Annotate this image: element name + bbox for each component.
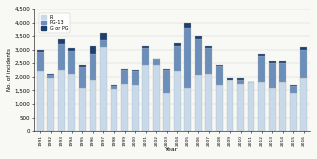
Bar	[142, 46, 149, 48]
Bar	[184, 23, 191, 28]
Bar	[68, 51, 75, 74]
Bar	[68, 48, 75, 51]
Bar	[269, 61, 275, 63]
Bar	[47, 75, 54, 78]
Bar	[163, 69, 170, 70]
Bar	[279, 61, 286, 63]
X-axis label: Year: Year	[165, 147, 179, 152]
Bar	[216, 65, 223, 66]
Bar	[258, 54, 265, 56]
Bar	[142, 65, 149, 131]
Bar	[184, 88, 191, 131]
Bar	[279, 63, 286, 82]
Bar	[269, 63, 275, 88]
Bar	[68, 74, 75, 131]
Bar	[89, 80, 96, 131]
Bar	[132, 85, 139, 131]
Bar	[300, 50, 307, 78]
Bar	[237, 84, 244, 131]
Bar	[37, 71, 44, 131]
Bar	[290, 86, 297, 93]
Bar	[248, 82, 255, 131]
Bar	[121, 84, 128, 131]
Bar	[195, 39, 202, 75]
Bar	[58, 70, 65, 131]
Bar	[205, 46, 212, 48]
Bar	[142, 48, 149, 65]
Bar	[47, 78, 54, 131]
Bar	[58, 39, 65, 44]
Bar	[47, 74, 54, 75]
Bar	[111, 85, 118, 86]
Bar	[258, 56, 265, 82]
Bar	[79, 88, 86, 131]
Bar	[269, 88, 275, 131]
Bar	[279, 82, 286, 131]
Bar	[89, 46, 96, 54]
Bar	[58, 44, 65, 70]
Bar	[153, 59, 160, 65]
Bar	[111, 86, 118, 89]
Bar	[227, 78, 233, 80]
Bar	[174, 71, 181, 131]
Bar	[258, 82, 265, 131]
Bar	[227, 80, 233, 131]
Bar	[37, 52, 44, 71]
Bar	[237, 78, 244, 80]
Bar	[195, 36, 202, 39]
Bar	[153, 65, 160, 131]
Bar	[132, 71, 139, 85]
Bar	[100, 47, 107, 131]
Bar	[290, 93, 297, 131]
Bar	[89, 54, 96, 80]
Y-axis label: No. of incidents: No. of incidents	[7, 48, 12, 91]
Legend: R, PG-13, G or PG: R, PG-13, G or PG	[39, 13, 70, 33]
Bar	[100, 40, 107, 47]
Bar	[300, 47, 307, 50]
Bar	[237, 80, 244, 84]
Bar	[163, 93, 170, 131]
Bar	[79, 67, 86, 88]
Bar	[174, 46, 181, 71]
Bar	[79, 65, 86, 67]
Bar	[37, 50, 44, 52]
Bar	[184, 28, 191, 88]
Bar	[290, 85, 297, 86]
Bar	[100, 33, 107, 40]
Bar	[163, 70, 170, 93]
Bar	[300, 78, 307, 131]
Bar	[121, 69, 128, 70]
Bar	[174, 43, 181, 46]
Bar	[121, 70, 128, 84]
Bar	[205, 48, 212, 74]
Bar	[195, 75, 202, 131]
Bar	[111, 89, 118, 131]
Bar	[205, 74, 212, 131]
Bar	[216, 66, 223, 85]
Bar	[216, 85, 223, 131]
Bar	[132, 70, 139, 71]
